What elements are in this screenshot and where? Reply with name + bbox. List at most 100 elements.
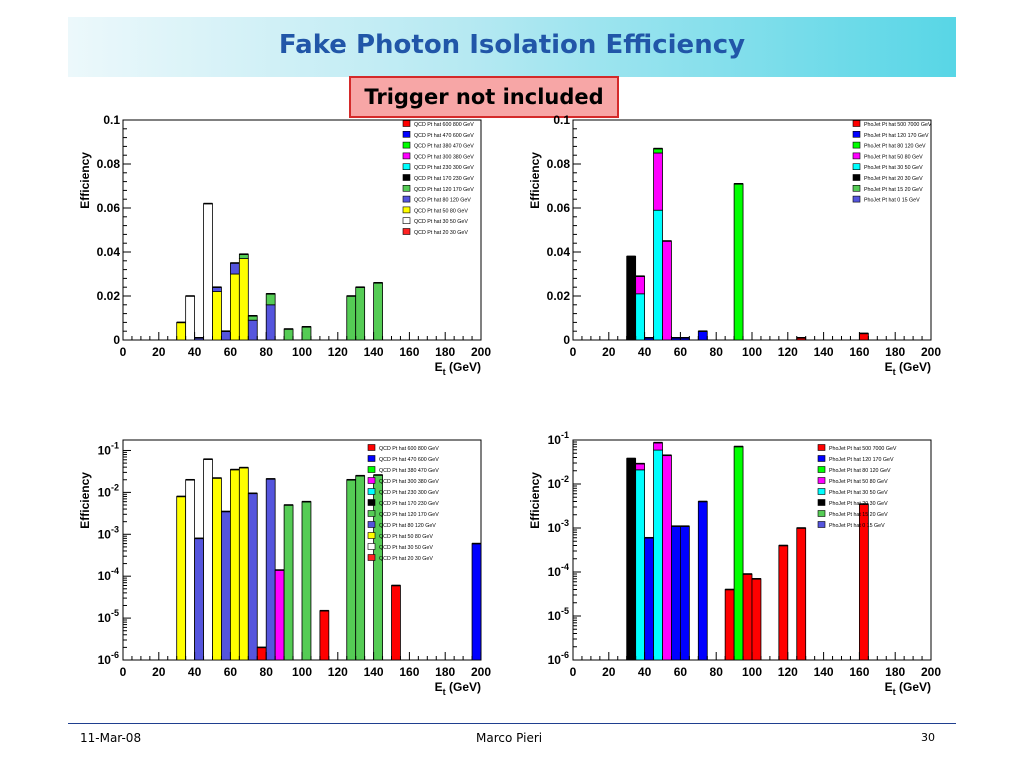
x-axis-label: Et (GeV) <box>885 680 931 697</box>
legend-swatch <box>852 120 861 127</box>
x-tick-label: 60 <box>224 345 238 359</box>
legend-swatch <box>817 477 826 484</box>
legend-label: QCD Pt hat 470 600 GeV <box>379 457 439 463</box>
x-tick-label: 100 <box>292 345 312 359</box>
legend-label: QCD Pt hat 80 120 GeV <box>414 198 471 204</box>
histogram-bar <box>679 525 690 661</box>
legend-swatch <box>402 217 411 224</box>
histogram-bar <box>635 293 646 341</box>
histogram-bar <box>355 286 366 341</box>
legend-label: QCD Pt hat 120 170 GeV <box>414 187 474 193</box>
histogram-bar <box>265 478 276 661</box>
y-tick-label: 0.04 <box>547 245 571 259</box>
histogram-bar <box>733 446 744 661</box>
legend-swatch <box>367 444 376 451</box>
plot-frame <box>122 119 482 341</box>
legend-label: PhoJet Pt hat 30 50 GeV <box>829 490 888 496</box>
legend-label: QCD Pt hat 120 170 GeV <box>379 512 439 518</box>
histogram-bar <box>635 463 646 471</box>
legend-swatch <box>852 195 861 203</box>
y-tick-label: 10-3 <box>548 518 569 535</box>
histogram-bar <box>301 326 312 341</box>
y-axis-label: Efficiency <box>78 152 92 209</box>
x-tick-label: 40 <box>638 345 652 359</box>
y-axis-label: Efficiency <box>528 472 542 529</box>
y-tick-label: 0.1 <box>553 113 570 127</box>
histogram-bar <box>247 319 258 341</box>
x-tick-label: 200 <box>921 665 941 679</box>
legend-swatch <box>402 141 411 149</box>
y-tick-label: 10-5 <box>548 606 569 623</box>
histogram-bar <box>265 304 276 341</box>
chart-bottom-right: 0 20 40 60 80 100 120 140 160 180 200 10-6 10-5 10-4 1… <box>520 430 941 702</box>
legend-swatch <box>402 195 411 203</box>
legend-label: QCD Pt hat 470 600 GeV <box>414 133 474 139</box>
y-tick-label: 0.04 <box>97 245 121 259</box>
trigger-note: Trigger not included <box>349 76 619 118</box>
x-tick-label: 60 <box>224 665 238 679</box>
legend-swatch <box>367 477 376 484</box>
legend-swatch <box>367 554 376 561</box>
histogram-bar <box>212 477 222 661</box>
histogram-bar <box>256 646 267 661</box>
histogram-bar <box>283 328 294 341</box>
histogram-bar <box>238 258 249 341</box>
legend-label: PhoJet Pt hat 500 7000 GeV <box>829 446 897 452</box>
legend-label: PhoJet Pt hat 0 15 GeV <box>829 523 885 529</box>
legend-label: PhoJet Pt hat 120 170 GeV <box>829 457 894 463</box>
histogram-bar <box>653 442 663 451</box>
y-tick-label: 0.08 <box>97 157 121 171</box>
histogram-bar <box>635 275 646 295</box>
histogram-bar <box>238 467 249 661</box>
y-tick-label: 10-6 <box>548 650 569 667</box>
y-tick-label: 0.06 <box>547 201 571 215</box>
histogram-bar <box>373 282 383 341</box>
y-tick-label: 0.06 <box>97 201 121 215</box>
legend-swatch <box>367 532 376 539</box>
histogram-bar <box>653 152 663 211</box>
x-tick-label: 180 <box>435 665 455 679</box>
x-tick-label: 40 <box>188 665 202 679</box>
legend-swatch <box>367 488 376 495</box>
histogram-bar <box>247 492 258 661</box>
legend-swatch <box>402 174 411 181</box>
legend-swatch <box>817 510 826 517</box>
legend-swatch <box>817 466 826 473</box>
footer-divider <box>68 723 956 724</box>
y-tick-label: 0 <box>563 333 570 347</box>
x-tick-label: 80 <box>260 665 274 679</box>
y-tick-label: 10-5 <box>98 608 119 625</box>
legend-swatch <box>367 521 376 528</box>
x-tick-label: 100 <box>292 665 312 679</box>
y-axis-label: Efficiency <box>78 472 92 529</box>
x-axis-label: Et (GeV) <box>435 360 481 377</box>
footer-page-number: 30 <box>921 731 935 744</box>
y-tick-label: 10-1 <box>98 440 119 457</box>
x-tick-label: 100 <box>742 345 762 359</box>
legend-swatch <box>852 152 861 160</box>
footer-author: Marco Pieri <box>476 731 543 745</box>
histogram-bar <box>858 332 869 341</box>
legend-label: PhoJet Pt hat 20 30 GeV <box>829 501 888 507</box>
legend-swatch <box>402 163 411 171</box>
x-tick-label: 120 <box>778 665 798 679</box>
legend-swatch <box>852 174 861 181</box>
histogram-bar <box>212 291 222 341</box>
histogram-bar <box>626 458 637 661</box>
histogram-bar <box>346 295 357 341</box>
legend-swatch <box>852 185 861 192</box>
histogram-bar <box>185 295 196 341</box>
y-tick-label: 0.08 <box>547 157 571 171</box>
x-tick-label: 0 <box>120 345 127 359</box>
legend-swatch <box>367 543 376 550</box>
chart-bottom-left: 0 20 40 60 80 100 120 140 160 180 200 10-6 10-5 10-4 1… <box>70 432 491 702</box>
x-tick-label: 20 <box>152 345 166 359</box>
histogram-bar <box>283 504 294 661</box>
legend-label: PhoJet Pt hat 50 80 GeV <box>864 154 923 160</box>
page-title: Fake Photon Isolation Efficiency <box>278 30 746 60</box>
histogram-bar <box>229 469 240 661</box>
histogram-bar <box>733 183 744 341</box>
y-tick-label: 0 <box>113 333 120 347</box>
legend-label: PhoJet Pt hat 30 50 GeV <box>864 165 923 171</box>
x-tick-label: 0 <box>120 665 127 679</box>
